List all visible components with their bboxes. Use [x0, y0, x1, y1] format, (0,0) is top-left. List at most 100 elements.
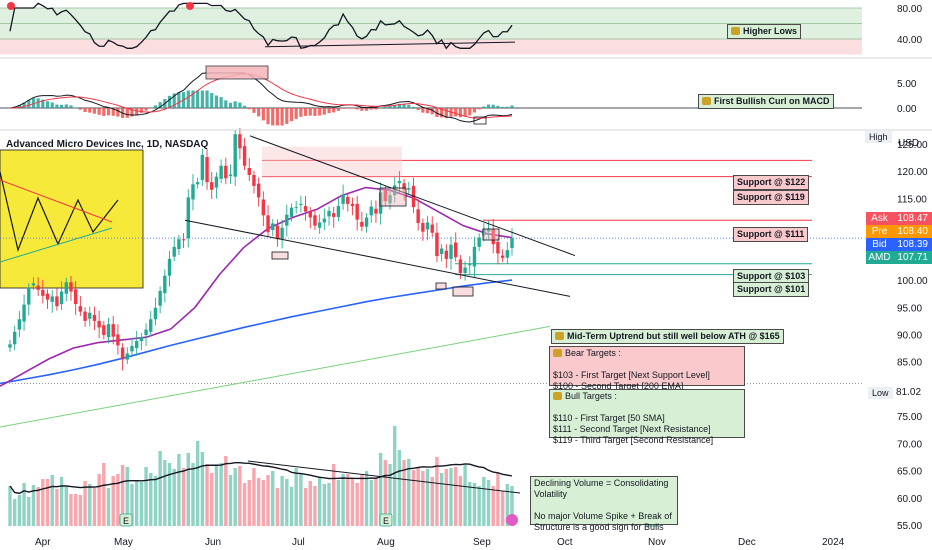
- descending-resistance-trendline: [249, 135, 576, 257]
- candle-body: [336, 206, 341, 217]
- volume-bar: [210, 473, 214, 526]
- macd-histogram-bar: [327, 108, 331, 114]
- candle-body: [378, 192, 383, 214]
- volume-bar: [83, 481, 87, 526]
- price-tick-label: 100.00: [897, 276, 928, 287]
- price-tick-label: 115.00: [897, 194, 927, 205]
- candle-body: [12, 331, 17, 345]
- volume-bar: [407, 459, 411, 526]
- price-highlight-box: [452, 286, 474, 297]
- price-highlight-box: [435, 282, 447, 290]
- candle-body: [369, 206, 373, 216]
- macd-histogram-bar: [69, 105, 73, 108]
- candle-body: [69, 282, 73, 292]
- sma-50-line: [0, 186, 513, 387]
- price-tick-label: 65.00: [897, 467, 922, 478]
- volume-bar: [388, 464, 392, 526]
- macd-histogram-bar: [36, 98, 40, 108]
- volume-bar: [294, 468, 298, 526]
- candle-body: [374, 208, 378, 214]
- ask-value: 108.47: [897, 213, 928, 224]
- candle-body: [468, 264, 472, 266]
- price-tick-label: 125.00: [897, 140, 928, 151]
- support-label-101: Support @ $101: [733, 282, 810, 297]
- macd-histogram-bar: [17, 104, 21, 108]
- time-tick-label: Jun: [205, 537, 221, 548]
- candle-body: [73, 289, 78, 305]
- macd-histogram-bar: [186, 90, 190, 108]
- macd-histogram-bar: [55, 104, 59, 108]
- volume-bar: [177, 454, 181, 526]
- macd-histogram-bar: [472, 108, 477, 113]
- candle-body: [285, 214, 289, 226]
- macd-histogram-bar: [355, 108, 359, 110]
- volume-bar: [397, 450, 402, 526]
- macd-histogram-bar: [294, 108, 298, 119]
- candle-body: [491, 228, 495, 245]
- macd-histogram-bar: [27, 99, 31, 108]
- macd-annotation: First Bullish Curl on MACD: [698, 94, 834, 109]
- candle-body: [444, 250, 449, 259]
- candle-body: [228, 174, 233, 177]
- time-tick-label: Jul: [292, 537, 305, 548]
- volume-bar: [482, 477, 486, 526]
- volume-bar: [355, 483, 359, 526]
- macd-histogram-bar: [505, 106, 509, 108]
- macd-histogram-bar: [416, 108, 420, 110]
- candle-body: [102, 325, 106, 336]
- macd-histogram-bar: [228, 102, 233, 108]
- volume-bar: [425, 469, 430, 526]
- volume-bar: [8, 486, 12, 526]
- macd-histogram-bar: [252, 108, 256, 113]
- volume-bar: [167, 463, 172, 526]
- bull-icon: [555, 332, 564, 340]
- macd-histogram-bar: [402, 104, 406, 108]
- volume-bar: [92, 488, 97, 526]
- support-label-103: Support @ $103: [733, 269, 810, 284]
- volume-bar: [120, 465, 125, 526]
- volume-bar: [411, 470, 416, 526]
- candle-body: [496, 241, 500, 254]
- bull-icon: [731, 27, 740, 35]
- candle-body: [266, 215, 270, 233]
- candle-body: [252, 175, 256, 186]
- volume-bar: [435, 457, 439, 526]
- candle-body: [261, 199, 266, 216]
- volume-bar: [102, 463, 106, 526]
- candle-body: [364, 217, 369, 227]
- volume-bar: [106, 488, 111, 526]
- macd-histogram-bar: [374, 108, 378, 110]
- macd-histogram-bar: [454, 108, 458, 117]
- volume-bar: [50, 475, 54, 526]
- candle-body: [463, 267, 467, 273]
- candle-body: [322, 218, 327, 223]
- candle-body: [195, 182, 200, 185]
- macd-histogram-bar: [116, 108, 120, 117]
- macd-histogram-bar: [102, 108, 106, 116]
- descending-support-trendline: [184, 219, 571, 297]
- candle-body: [341, 194, 345, 204]
- volume-bar: [153, 476, 158, 526]
- macd-histogram-bar: [350, 108, 355, 109]
- macd-histogram-bar: [41, 99, 45, 108]
- macd-histogram-bar: [369, 108, 373, 110]
- bear-targets-box: Bear Targets : $103 - First Target [Next…: [549, 346, 745, 391]
- volume-bar: [261, 480, 266, 526]
- volume-bar: [116, 474, 120, 526]
- candle-body: [317, 222, 322, 228]
- macd-curl-highlight: [473, 116, 487, 125]
- macd-tick-label: 0.00: [897, 104, 917, 115]
- candle-body: [308, 211, 312, 218]
- price-highlight-box: [379, 187, 407, 207]
- candle-body: [120, 347, 125, 360]
- candle-body: [78, 306, 83, 312]
- macd-peak-highlight: [205, 65, 269, 80]
- price-tick-label: 70.00: [897, 439, 922, 450]
- candle-body: [210, 182, 214, 190]
- rsi-bear-band: [0, 39, 862, 55]
- price-highlight-box: [271, 251, 289, 260]
- price-tick-label: 95.00: [897, 303, 922, 314]
- candle-body: [41, 289, 45, 296]
- candle-body: [8, 344, 12, 348]
- macd-histogram-bar: [97, 108, 101, 115]
